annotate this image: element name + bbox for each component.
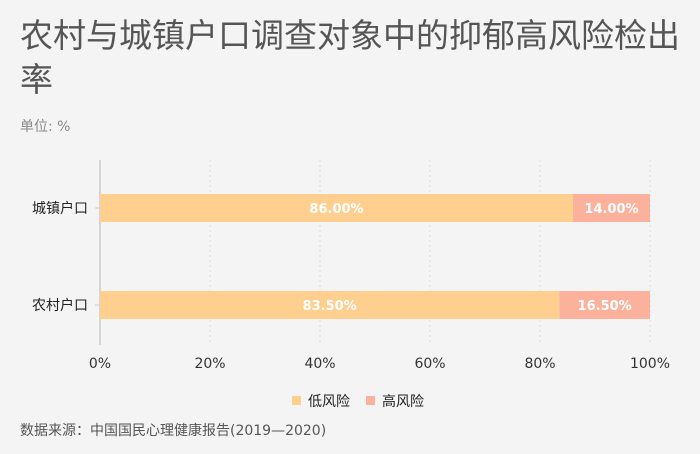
x-tick-label: 60%: [414, 356, 445, 372]
source-note: 数据来源：中国国民心理健康报告(2019—2020): [20, 423, 327, 439]
x-tick-label: 0%: [89, 356, 111, 372]
y-tick-label: 城镇户口: [32, 200, 88, 217]
data-label: 14.00%: [584, 202, 638, 217]
data-label: 86.00%: [309, 202, 363, 217]
y-tick-label: 农村户口: [32, 297, 88, 314]
bar-segment: [573, 194, 650, 222]
legend-label: 高风险: [382, 393, 424, 410]
legend-swatch: [366, 396, 375, 405]
bar-segment: [100, 194, 573, 222]
x-tick-label: 20%: [194, 356, 225, 372]
unit-label: 单位: %: [20, 119, 71, 135]
legend-swatch: [292, 396, 301, 405]
chart-title: 农村与城镇户口调查对象中的抑郁高风险检出率: [20, 16, 680, 99]
bar-segment: [100, 291, 560, 319]
bar-segment: [559, 291, 650, 319]
x-tick-label: 100%: [630, 356, 670, 372]
x-tick-label: 40%: [304, 356, 335, 372]
data-label: 16.50%: [578, 299, 632, 314]
legend-label: 低风险: [308, 394, 350, 410]
data-label: 83.50%: [303, 299, 357, 314]
x-tick-label: 80%: [524, 356, 555, 372]
